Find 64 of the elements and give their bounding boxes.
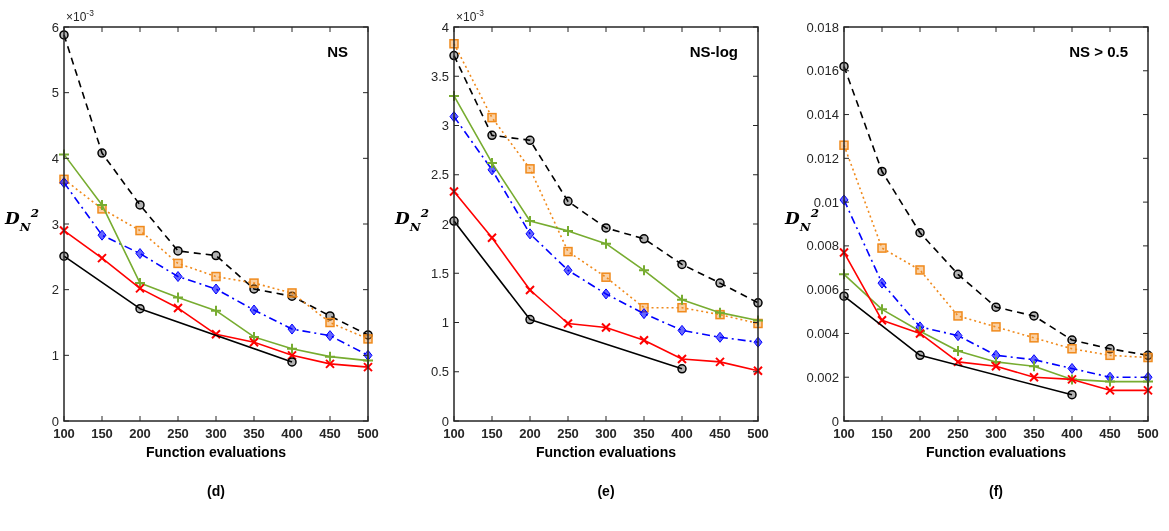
y-tick-label: 4 — [441, 19, 449, 35]
text: (e) — [597, 483, 615, 499]
y-tick-label: 0.016 — [806, 63, 839, 79]
x-tick-label: 350 — [1023, 426, 1045, 441]
y-tick-label: 1.5 — [430, 265, 449, 281]
y-tick-label: 3 — [441, 118, 449, 134]
x-tick-label: 300 — [595, 426, 617, 441]
x-tick-label: 300 — [205, 426, 227, 441]
y-tick-label: 3 — [51, 216, 59, 232]
x-tick-label: 350 — [633, 426, 655, 441]
x-tick-label: 400 — [1061, 426, 1083, 441]
x-tick-label: 100 — [53, 426, 75, 441]
x-tick-label: 150 — [481, 426, 503, 441]
text: ×10$^{-3}$ — [66, 8, 95, 24]
y-tick-label: 0 — [831, 413, 839, 429]
y-tick-label: 3.5 — [430, 68, 449, 84]
y-tick-label: 0 — [51, 413, 59, 429]
y-tick-label: 0.002 — [806, 369, 839, 385]
y-tick-label: 0 — [441, 413, 449, 429]
text: (d) — [207, 483, 225, 499]
x-tick-label: 150 — [871, 426, 893, 441]
x-tick-label: 500 — [1137, 426, 1159, 441]
y-tick-label: 5 — [51, 85, 59, 101]
x-axis-title: Function evaluations — [925, 444, 1067, 460]
y-tick-label: 0.004 — [806, 325, 839, 341]
x-tick-label: 200 — [129, 426, 151, 441]
x-tick-label: 250 — [557, 426, 579, 441]
x-axis-title: Function evaluations — [535, 444, 677, 460]
y-tick-label: 0.014 — [806, 107, 839, 123]
x-tick-label: 250 — [167, 426, 189, 441]
x-tick-label: 400 — [671, 426, 693, 441]
x-tick-label: 400 — [281, 426, 303, 441]
x-tick-label: 450 — [709, 426, 731, 441]
text: ×10$^{-3}$ — [456, 8, 485, 24]
y-tick-label: 0.012 — [806, 150, 839, 166]
y-tick-label: 0.008 — [806, 238, 839, 254]
x-tick-label: 350 — [243, 426, 265, 441]
y-tick-label: 0.018 — [806, 19, 839, 35]
x-tick-label: 100 — [833, 426, 855, 441]
y-tick-label: 0.006 — [806, 282, 839, 298]
x-tick-label: 200 — [909, 426, 931, 441]
y-tick-label: 0.01 — [813, 194, 839, 210]
text: (f) — [989, 483, 1003, 499]
x-tick-label: 500 — [357, 426, 379, 441]
x-tick-label: 100 — [443, 426, 465, 441]
x-tick-label: 200 — [519, 426, 541, 441]
annotation: NS-log — [689, 43, 738, 60]
y-tick-label: 2 — [441, 216, 449, 232]
annotation: NS > 0.5 — [1069, 43, 1128, 60]
x-tick-label: 450 — [1099, 426, 1121, 441]
annotation: NS — [327, 43, 348, 60]
y-tick-label: 4 — [51, 150, 59, 166]
y-tick-label: 1 — [51, 347, 59, 363]
y-tick-label: 2 — [51, 282, 59, 298]
y-tick-label: 6 — [51, 19, 59, 35]
x-tick-label: 300 — [985, 426, 1007, 441]
y-tick-label: 2.5 — [430, 167, 449, 183]
x-axis-title: Function evaluations — [145, 444, 287, 460]
x-tick-label: 450 — [319, 426, 341, 441]
x-tick-label: 250 — [947, 426, 969, 441]
y-tick-label: 0.5 — [430, 364, 449, 380]
x-tick-label: 500 — [747, 426, 769, 441]
x-tick-label: 150 — [91, 426, 113, 441]
y-tick-label: 1 — [441, 315, 449, 331]
